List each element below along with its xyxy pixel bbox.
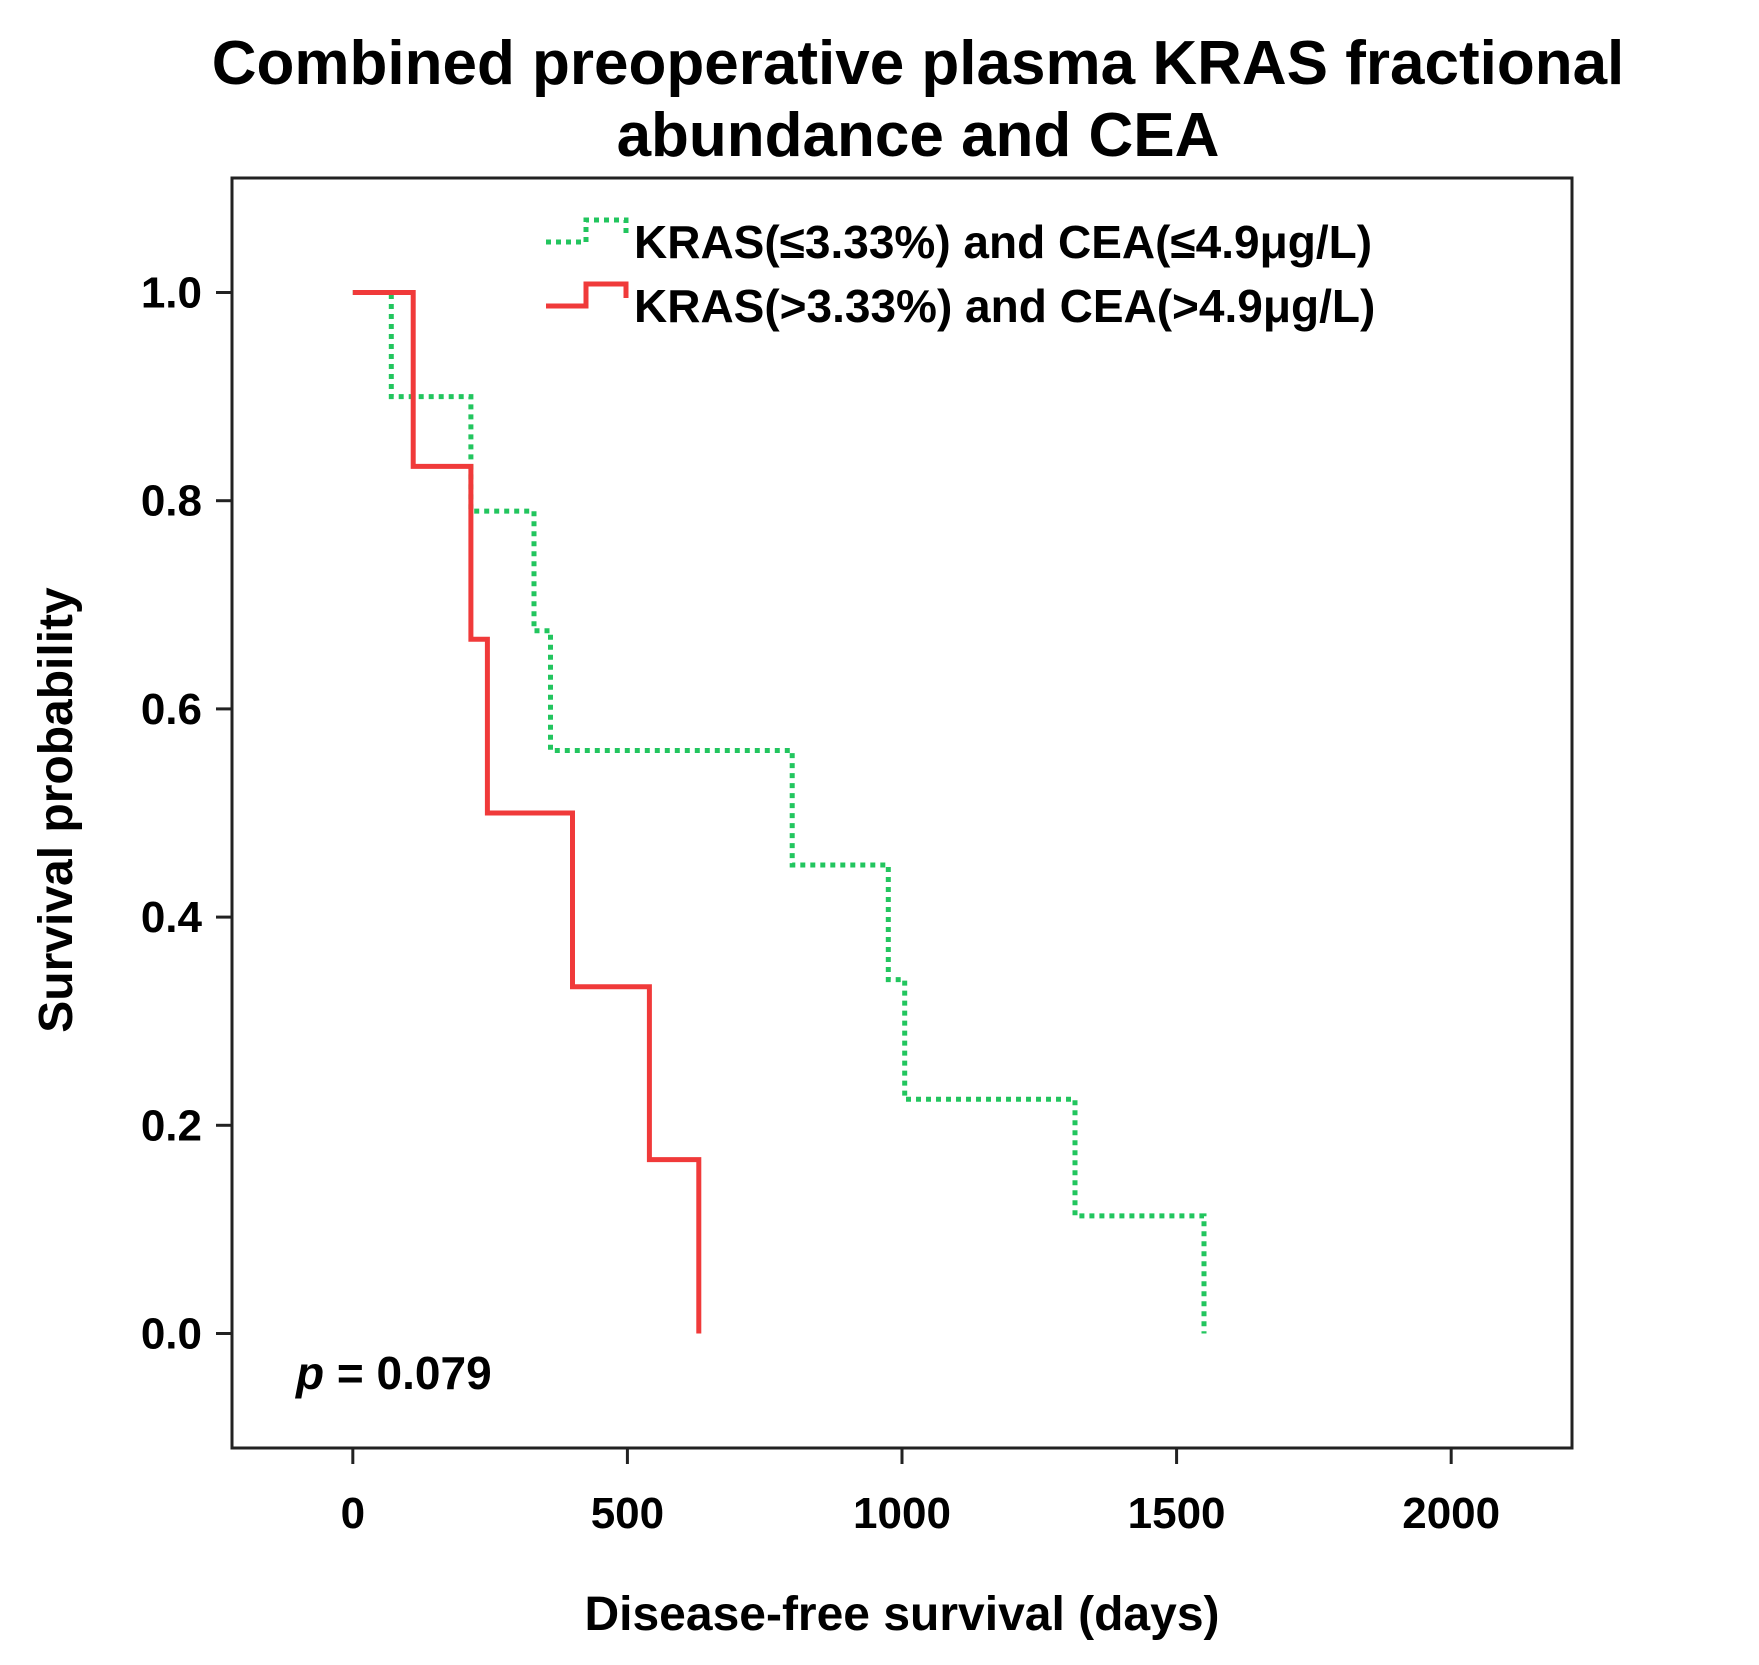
y-axis: 0.0 0.2 0.4 0.6 0.8 1.0 xyxy=(141,269,232,1358)
legend-label-low: KRAS(≤3.33%) and CEA(≤4.9μg/L) xyxy=(634,216,1372,268)
y-tick-label-5: 1.0 xyxy=(141,269,202,318)
p-value-symbol: p xyxy=(294,1347,324,1399)
x-tick-label-500: 500 xyxy=(591,1489,664,1538)
series-line-low-group xyxy=(352,290,1207,1334)
series-line-high-group xyxy=(352,290,702,1334)
legend-swatch-green-dotted xyxy=(546,217,629,245)
y-tick-label-3: 0.6 xyxy=(141,685,202,734)
x-axis: 0 500 1000 1500 2000 xyxy=(341,1448,1500,1538)
chart-title-line-1: Combined preoperative plasma KRAS fracti… xyxy=(212,29,1625,98)
x-axis-label: Disease-free survival (days) xyxy=(584,1588,1219,1641)
x-tick-label-1000: 1000 xyxy=(853,1489,951,1538)
y-axis-label: Survival probability xyxy=(30,587,83,1033)
chart-title-line-2: abundance and CEA xyxy=(617,101,1220,170)
legend-label-high: KRAS(>3.33%) and CEA(>4.9μg/L) xyxy=(634,280,1375,332)
p-value-annotation: p = 0.079 xyxy=(294,1347,492,1399)
p-value-text: = 0.079 xyxy=(324,1347,492,1399)
legend: KRAS(≤3.33%) and CEA(≤4.9μg/L) KRAS(>3.3… xyxy=(546,216,1375,332)
y-tick-label-0: 0.0 xyxy=(141,1309,202,1358)
y-tick-label-2: 0.4 xyxy=(141,893,203,942)
x-tick-label-2000: 2000 xyxy=(1402,1489,1500,1538)
plot-frame xyxy=(230,176,1574,1450)
x-tick-label-1500: 1500 xyxy=(1128,1489,1226,1538)
series-layer xyxy=(352,290,1207,1334)
x-tick-label-0: 0 xyxy=(341,1489,365,1538)
y-tick-label-1: 0.2 xyxy=(141,1101,202,1150)
y-tick-label-4: 0.8 xyxy=(141,477,202,526)
legend-swatch-red-solid xyxy=(546,281,629,309)
